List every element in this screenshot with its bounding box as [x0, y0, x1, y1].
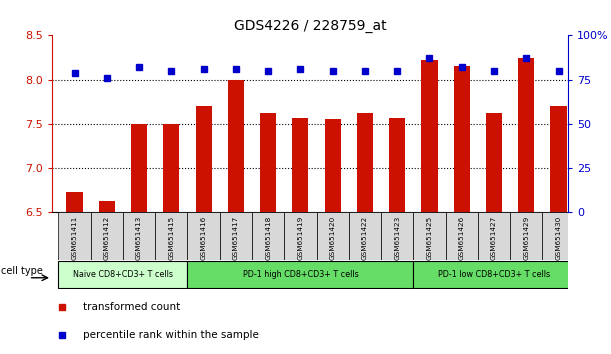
Bar [381, 212, 414, 260]
Bar [260, 113, 276, 212]
Text: GSM651425: GSM651425 [426, 216, 433, 260]
Bar [486, 113, 502, 212]
Bar [414, 212, 445, 260]
Bar [292, 118, 309, 212]
Text: GSM651419: GSM651419 [298, 216, 304, 260]
Bar [454, 66, 470, 212]
Bar [220, 212, 252, 260]
Text: GSM651429: GSM651429 [523, 216, 529, 260]
Bar [316, 212, 349, 260]
Bar [389, 118, 405, 212]
Bar [196, 106, 211, 212]
Bar [228, 80, 244, 212]
Bar [155, 212, 188, 260]
Text: GSM651417: GSM651417 [233, 216, 239, 260]
Bar [518, 57, 535, 212]
Bar [67, 192, 82, 212]
Text: GSM651420: GSM651420 [330, 216, 335, 260]
Bar [324, 119, 341, 212]
Bar [422, 60, 437, 212]
Bar [188, 261, 414, 288]
Text: GSM651430: GSM651430 [555, 216, 562, 260]
Bar [445, 212, 478, 260]
Text: GSM651426: GSM651426 [459, 216, 465, 260]
Bar [478, 212, 510, 260]
Text: PD-1 low CD8+CD3+ T cells: PD-1 low CD8+CD3+ T cells [438, 270, 550, 279]
Text: transformed count: transformed count [83, 302, 180, 312]
Bar [131, 124, 147, 212]
Bar [123, 212, 155, 260]
Bar [59, 261, 188, 288]
Bar [543, 212, 575, 260]
Text: cell type: cell type [1, 266, 43, 276]
Bar [188, 212, 220, 260]
Text: GSM651418: GSM651418 [265, 216, 271, 260]
Title: GDS4226 / 228759_at: GDS4226 / 228759_at [234, 19, 386, 33]
Bar [163, 124, 180, 212]
Text: GSM651415: GSM651415 [168, 216, 174, 260]
Bar [414, 261, 575, 288]
Bar [357, 113, 373, 212]
Text: PD-1 high CD8+CD3+ T cells: PD-1 high CD8+CD3+ T cells [243, 270, 358, 279]
Bar [284, 212, 316, 260]
Text: GSM651412: GSM651412 [104, 216, 110, 260]
Bar [99, 201, 115, 212]
Bar [349, 212, 381, 260]
Text: GSM651416: GSM651416 [200, 216, 207, 260]
Bar [90, 212, 123, 260]
Bar [59, 212, 90, 260]
Bar [510, 212, 543, 260]
Bar [551, 106, 566, 212]
Text: GSM651411: GSM651411 [71, 216, 78, 260]
Bar [252, 212, 284, 260]
Text: GSM651413: GSM651413 [136, 216, 142, 260]
Text: GSM651427: GSM651427 [491, 216, 497, 260]
Text: percentile rank within the sample: percentile rank within the sample [83, 330, 259, 341]
Text: Naive CD8+CD3+ T cells: Naive CD8+CD3+ T cells [73, 270, 173, 279]
Text: GSM651422: GSM651422 [362, 216, 368, 260]
Text: GSM651423: GSM651423 [394, 216, 400, 260]
